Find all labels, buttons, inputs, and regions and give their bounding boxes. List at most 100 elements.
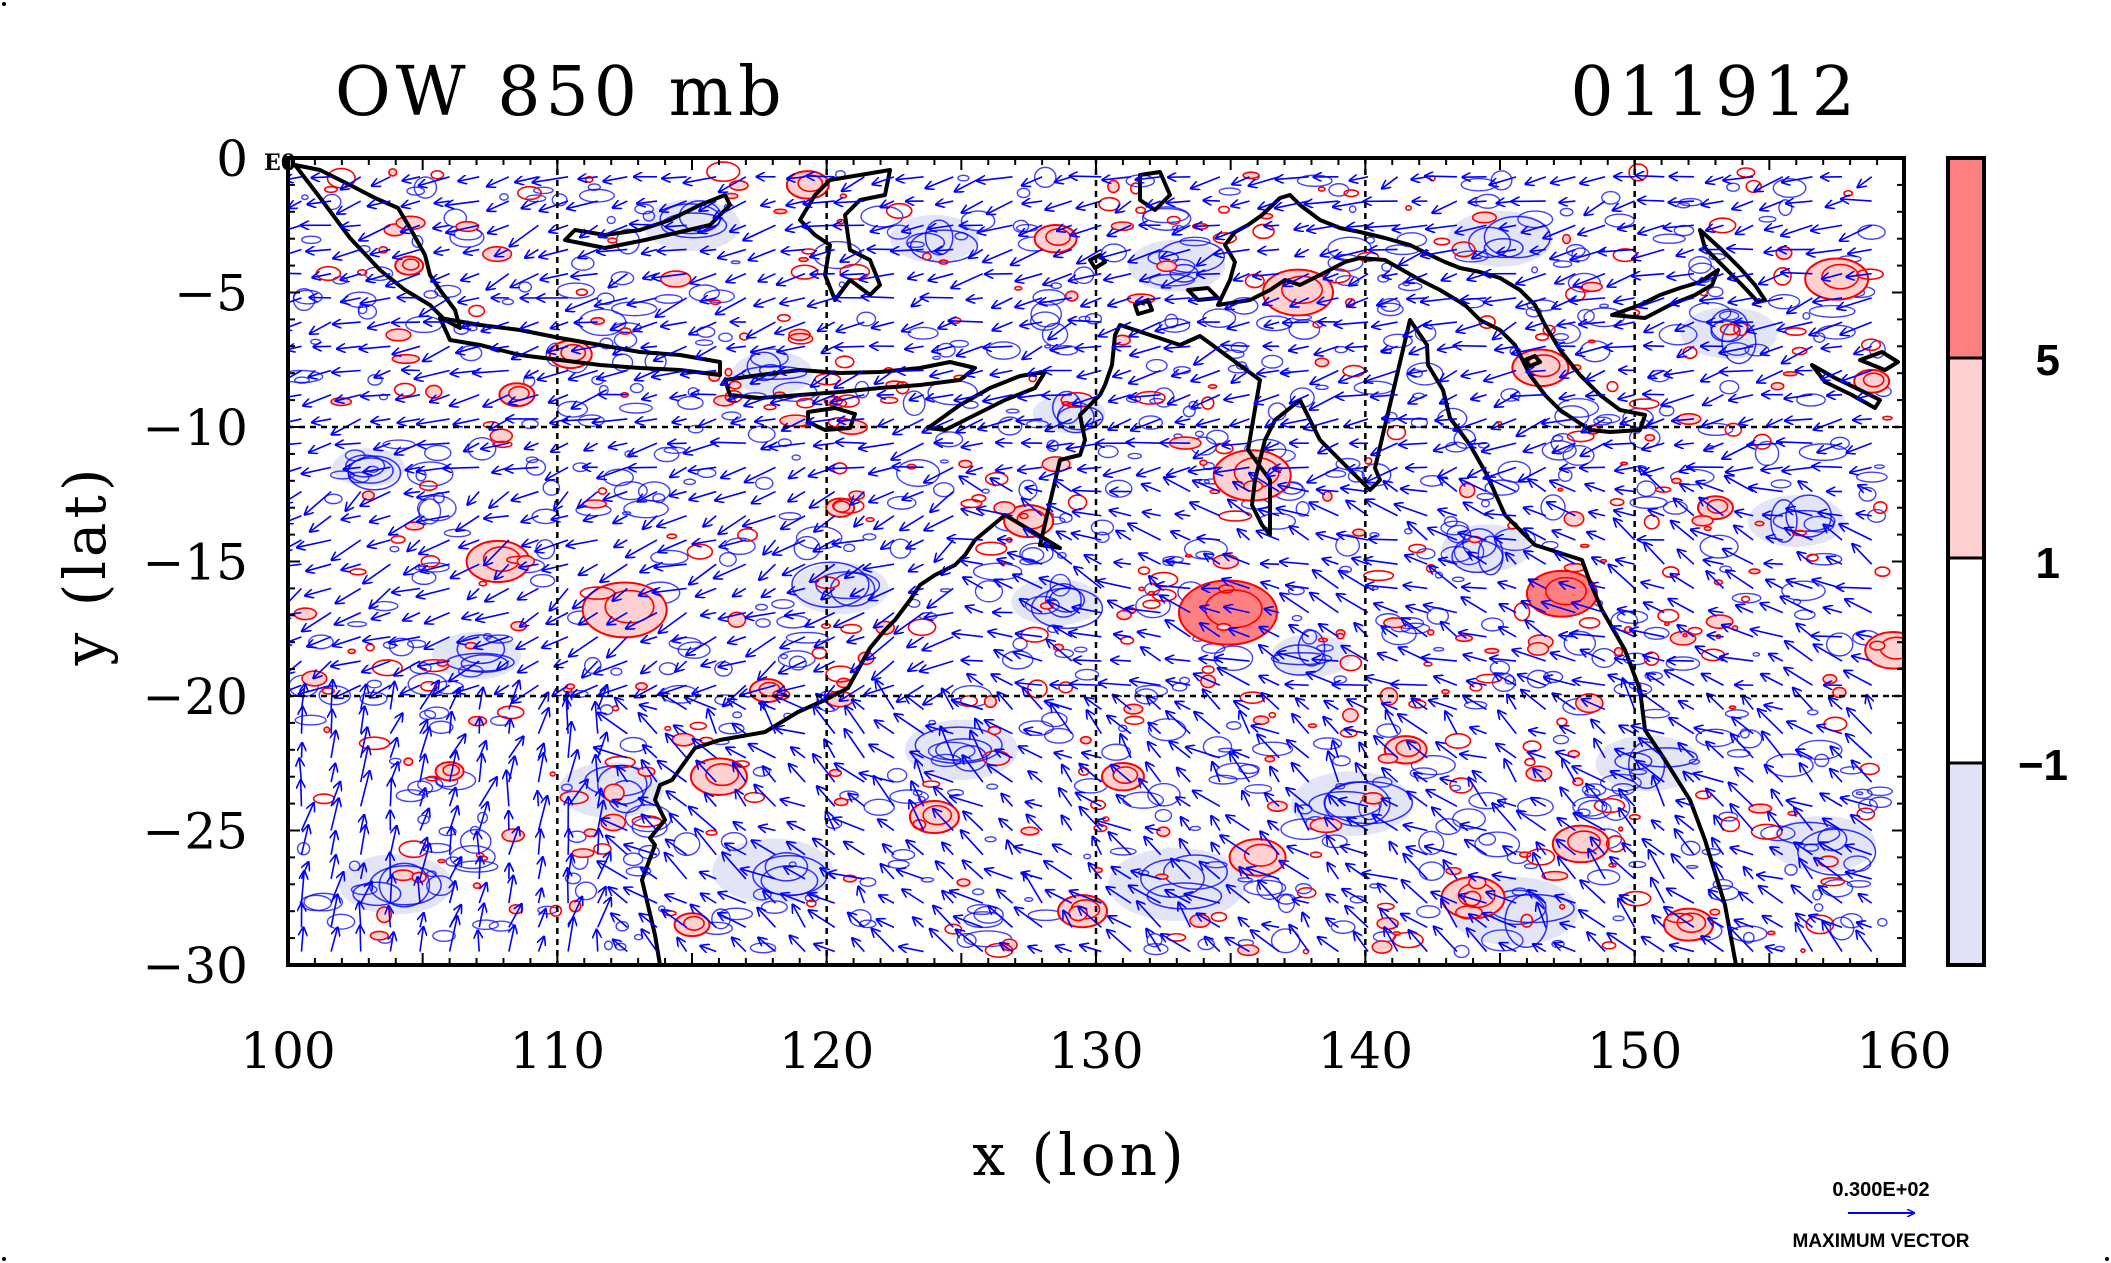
ow-contour-small (1083, 853, 1092, 860)
ow-contour-small (416, 495, 457, 522)
ow-contour-small (1877, 917, 1888, 927)
ow-contour-small (1601, 794, 1631, 822)
ow-contour-small (1164, 313, 1179, 329)
ow-contour-small (1478, 832, 1497, 846)
ow-contour-small (642, 210, 656, 222)
ow-contour-small (532, 186, 554, 195)
vector-key-caption: MAXIMUM VECTOR (1793, 1231, 1970, 1252)
wind-vector (360, 926, 361, 952)
wind-vector (1070, 684, 1102, 685)
ow-negative-contour (1817, 827, 1848, 852)
wind-vector (1283, 322, 1309, 323)
ow-contour-small (780, 653, 789, 660)
ow-contour-small (1049, 573, 1071, 597)
ow-positive-contour-small (1199, 459, 1208, 467)
ow-positive-contour-small (1156, 826, 1171, 838)
ow-contour-small (378, 393, 389, 401)
ow-positive-contour-small (602, 783, 625, 803)
ow-contour-small (843, 543, 856, 553)
ow-positive-contour-small (798, 256, 809, 263)
ow-contour-small (288, 369, 324, 384)
ow-contour-small (971, 888, 985, 896)
ow-contour-small (1270, 928, 1301, 954)
ow-positive-contour-small (1309, 817, 1343, 834)
ow-positive-contour-small (425, 384, 443, 399)
ow-contour-small (1090, 519, 1115, 536)
ow-positive-contour-small (958, 459, 973, 469)
ow-contour-small (653, 446, 680, 463)
ow-negative-contour (909, 229, 979, 263)
ow-contour-small (1127, 452, 1143, 460)
colorbar-label-minus1: −1 (2018, 741, 2068, 790)
ow-contour-small (457, 664, 484, 678)
ow-negative-region (712, 838, 834, 904)
wind-vector (898, 371, 924, 372)
wind-vector (1620, 370, 1635, 371)
ow-contour-small (1218, 187, 1241, 196)
colorbar-label-1: 1 (2036, 539, 2060, 588)
wind-vector (631, 224, 658, 225)
ow-contour-small (525, 456, 539, 464)
ow-positive-contour-small (1728, 705, 1737, 710)
ow-contour-small (1416, 905, 1441, 919)
wind-vector (893, 467, 924, 468)
wind-vector (1273, 467, 1309, 468)
ow-positive-contour-small (1709, 908, 1721, 916)
wind-vector (962, 660, 983, 661)
wind-vector (692, 394, 717, 395)
ow-positive-contour-small (724, 367, 733, 377)
ow-positive-contour-small (1563, 510, 1585, 527)
ow-contour-small (920, 876, 935, 883)
wind-vector (331, 710, 332, 734)
ow-positive-contour-small (1039, 601, 1054, 610)
ow-contour-small (1552, 434, 1564, 442)
ow-contour-small (1074, 668, 1100, 681)
ow-contour-small (1238, 763, 1260, 775)
ow-contour-small (407, 672, 448, 696)
ow-contour-small (902, 390, 926, 417)
ow-positive-contour-small (385, 328, 412, 342)
ow-positive-contour-small (1644, 433, 1656, 442)
ow-positive-contour-small (1156, 260, 1178, 273)
ow-contour-small (1484, 479, 1520, 496)
ow-contour-small (1572, 796, 1608, 817)
ow-contour-small (1451, 576, 1465, 583)
ow-contour-small (1208, 774, 1238, 785)
ow-negative-region (1271, 634, 1352, 678)
ow-contour-small (1230, 341, 1248, 354)
x-tick-label: 110 (510, 1022, 605, 1080)
ow-contour-small (615, 920, 630, 932)
ow-positive-contour-small (1351, 528, 1367, 537)
ow-contour-small (1189, 825, 1202, 831)
ow-contour-small (1855, 471, 1888, 483)
wind-vector (779, 371, 806, 372)
wind-vector (479, 857, 480, 879)
x-tick-label: 100 (240, 1022, 335, 1080)
wind-vector (1043, 395, 1072, 396)
ow-contour-small (1665, 656, 1701, 671)
wind-vector (1644, 394, 1665, 395)
wind-vector (1392, 684, 1428, 685)
ow-contour-small (1802, 312, 1811, 320)
ow-contour-small (1016, 187, 1031, 199)
ow-contour-small (954, 231, 969, 241)
ow-contour-small (956, 932, 977, 949)
ow-positive-contour-small (1557, 487, 1564, 492)
ow-positive-contour-small (1775, 245, 1793, 261)
wind-vector (444, 467, 480, 468)
ow-positive-contour-small (1581, 281, 1604, 293)
ow-contour-small (1712, 878, 1734, 891)
ow-positive-contour-small (1341, 707, 1359, 723)
ow-positive-contour-small (369, 930, 389, 941)
ow-contour-small (426, 870, 437, 878)
wind-vector (1370, 249, 1398, 250)
ow-contour-small (432, 929, 456, 942)
ow-contour-small (755, 603, 768, 611)
ow-contour-small (293, 376, 310, 384)
y-tick-label: 0 (216, 130, 248, 188)
corner-label: E0 (264, 150, 296, 176)
wind-vector (568, 830, 569, 855)
wind-vector (1645, 346, 1665, 347)
ow-contour-small (895, 459, 941, 488)
ow-contour-small (1830, 436, 1850, 450)
